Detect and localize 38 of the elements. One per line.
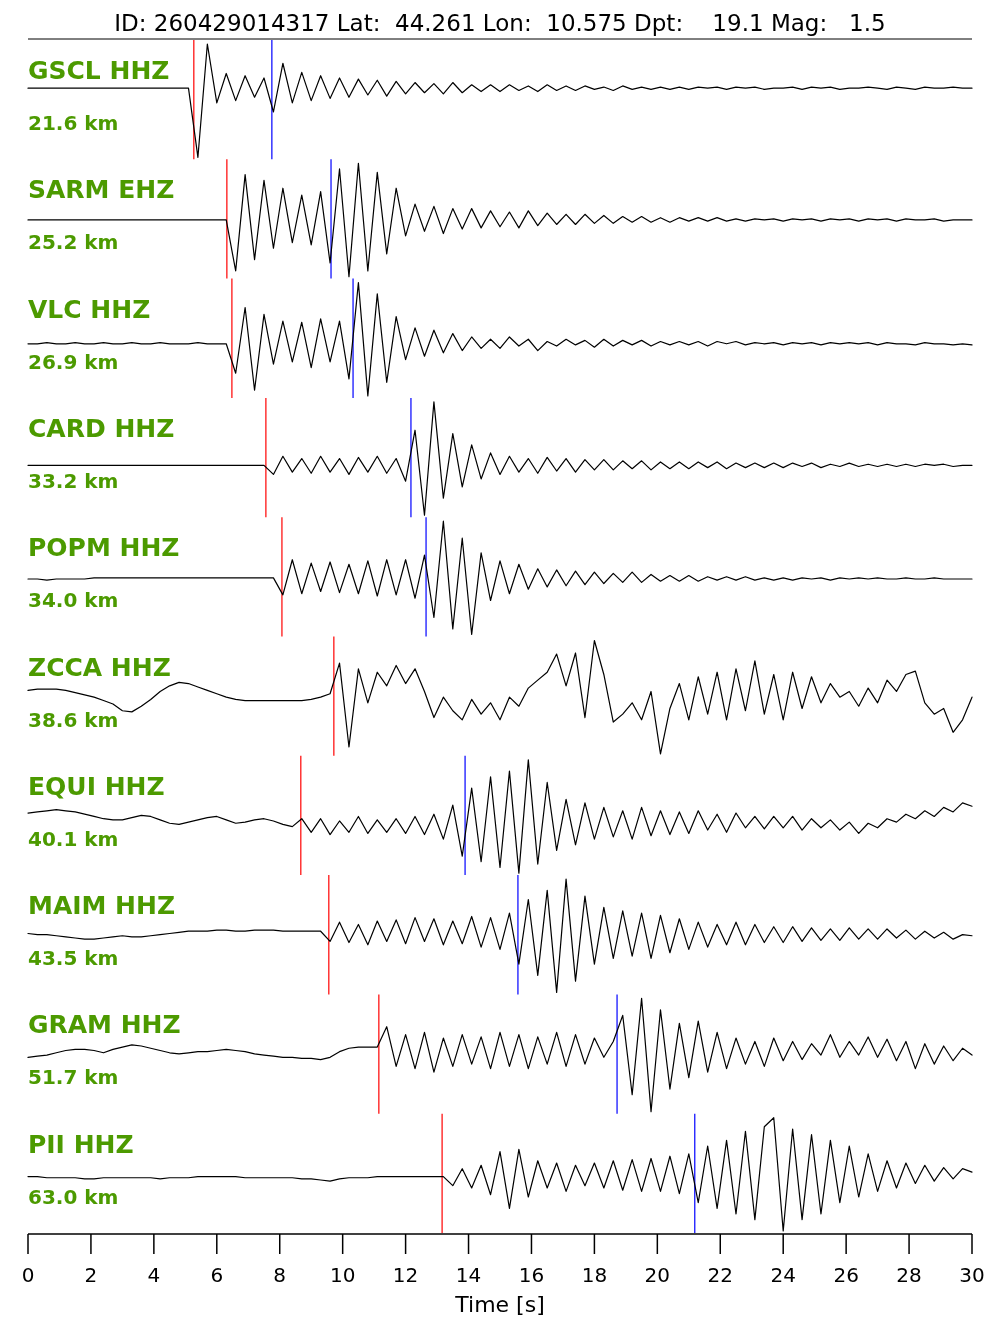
text: ZCCA HHZ — [28, 652, 171, 682]
text: GSCL HHZ — [28, 56, 170, 85]
text: 33.2 km — [28, 468, 119, 493]
text: 40.1 km — [28, 826, 119, 851]
x-tick-label: 22 — [707, 1263, 733, 1287]
x-tick-label: 10 — [329, 1263, 356, 1287]
x-tick-label: 28 — [896, 1263, 922, 1287]
x-tick-label: 26 — [833, 1263, 859, 1287]
text: 38.6 km — [28, 707, 119, 732]
text: 63.0 km — [28, 1184, 119, 1209]
text: ID: 260429014317 Lat: 44.261 Lon: 10.575 Dpt: 19.1 Mag: 1.5 — [114, 10, 886, 36]
x-tick-label: 12 — [392, 1263, 419, 1287]
text: 43.5 km — [28, 946, 119, 971]
text: 21.6 km — [28, 111, 119, 135]
x-tick-label: 30 — [959, 1263, 985, 1287]
x-tick-label: 24 — [770, 1263, 796, 1287]
text: MAIM HHZ — [28, 891, 176, 921]
x-axis-title: Time [s] — [454, 1292, 545, 1317]
text: 25.2 km — [28, 230, 119, 255]
x-tick-label: 4 — [147, 1263, 161, 1287]
text: POPM HHZ — [28, 533, 180, 563]
x-tick-label: 6 — [210, 1263, 224, 1287]
text: VLC HHZ — [28, 294, 151, 324]
text: 34.0 km — [28, 588, 119, 613]
x-tick-label: 20 — [644, 1263, 671, 1287]
text: CARD HHZ — [28, 413, 175, 443]
text: GRAM HHZ — [28, 1010, 181, 1040]
x-tick-label: 8 — [273, 1263, 287, 1287]
text: PII HHZ — [28, 1129, 134, 1159]
text: SARM EHZ — [28, 175, 175, 205]
text: EQUI HHZ — [28, 771, 165, 801]
x-tick-label: 16 — [518, 1263, 545, 1287]
x-tick-label: 0 — [21, 1263, 35, 1287]
text: 26.9 km — [28, 349, 119, 374]
text: 51.7 km — [28, 1065, 119, 1090]
x-tick-label: 2 — [84, 1263, 98, 1287]
x-tick-label: 14 — [455, 1263, 482, 1287]
x-tick-label: 18 — [581, 1263, 608, 1287]
